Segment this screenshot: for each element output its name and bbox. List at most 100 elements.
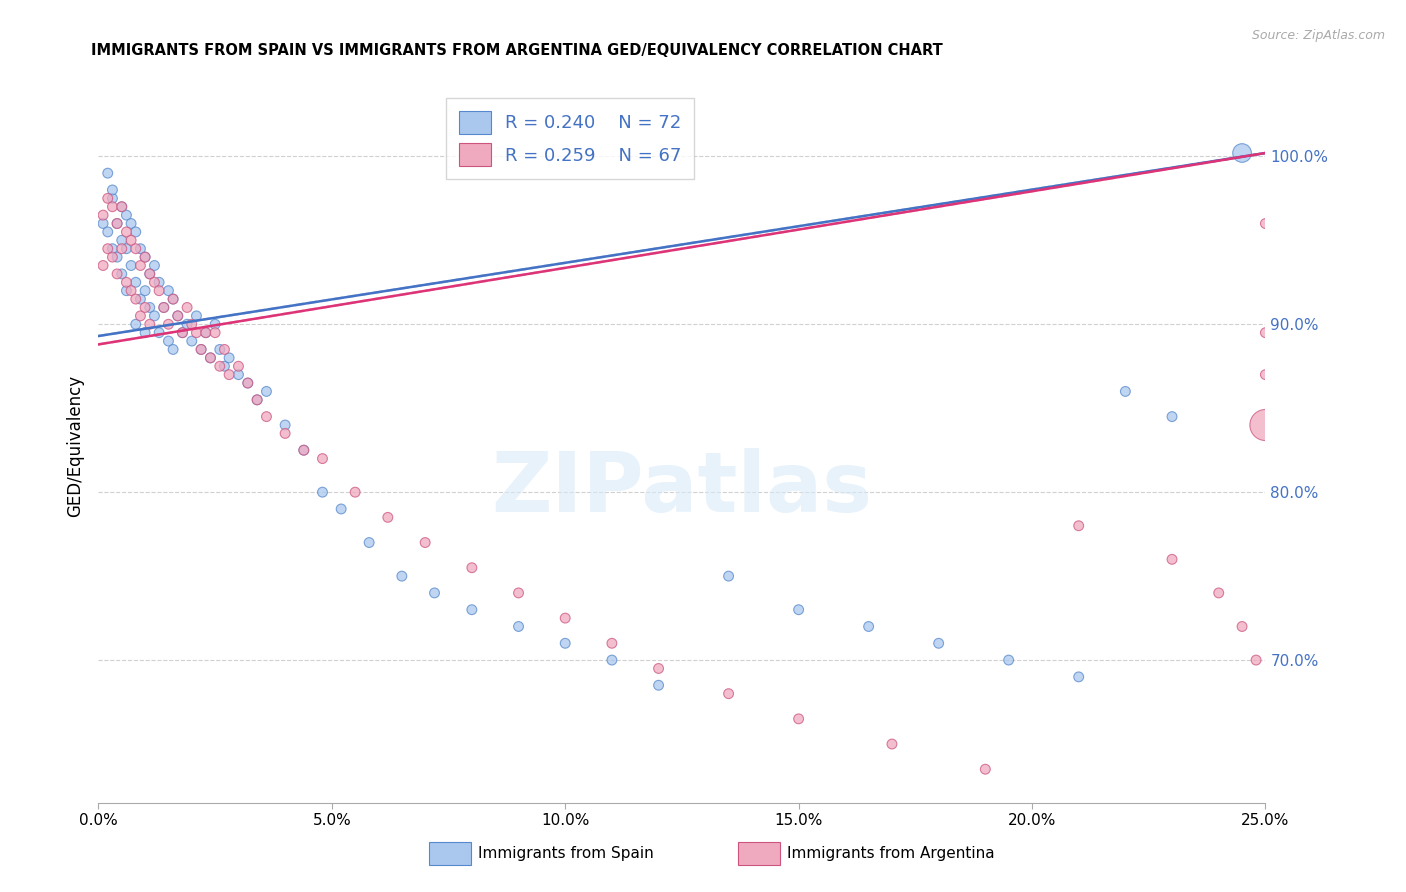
Point [186, 326, 208, 340]
Point [91, 259, 114, 273]
Text: Source: ZipAtlas.com: Source: ZipAtlas.com [1251, 29, 1385, 42]
Point [359, 535, 381, 549]
Point [129, 259, 152, 273]
Point [1254, 217, 1277, 231]
Point [120, 217, 142, 231]
Point [190, 343, 212, 357]
Point [162, 343, 184, 357]
Point [101, 183, 124, 197]
Point [246, 392, 269, 407]
Point [143, 309, 166, 323]
Point [180, 318, 202, 332]
Text: Immigrants from Spain: Immigrants from Spain [478, 847, 654, 861]
Point [204, 318, 226, 332]
Legend: R = 0.240    N = 72, R = 0.259    N = 67: R = 0.240 N = 72, R = 0.259 N = 67 [446, 98, 695, 179]
Point [974, 762, 997, 776]
Point [115, 275, 138, 289]
Point [256, 384, 278, 399]
Point [880, 737, 903, 751]
Point [120, 284, 142, 298]
Point [1114, 384, 1136, 399]
Point [111, 200, 134, 214]
Point [554, 636, 576, 650]
Point [162, 292, 184, 306]
Point [194, 326, 217, 340]
Point [423, 586, 446, 600]
Point [787, 603, 810, 617]
Point [311, 451, 333, 466]
Point [413, 535, 436, 549]
Point [152, 301, 174, 315]
Point [246, 392, 269, 407]
Point [292, 443, 315, 458]
Point [129, 242, 152, 256]
Text: ZIPatlas: ZIPatlas [492, 449, 872, 529]
Point [190, 343, 212, 357]
Point [125, 292, 148, 306]
Point [166, 309, 188, 323]
Point [97, 225, 120, 239]
Point [214, 343, 236, 357]
Point [120, 233, 142, 247]
Point [166, 309, 188, 323]
Point [236, 376, 259, 390]
Text: IMMIGRANTS FROM SPAIN VS IMMIGRANTS FROM ARGENTINA GED/EQUIVALENCY CORRELATION C: IMMIGRANTS FROM SPAIN VS IMMIGRANTS FROM… [91, 43, 943, 58]
Point [508, 586, 530, 600]
Point [647, 661, 669, 675]
Point [1230, 619, 1253, 633]
Point [194, 326, 217, 340]
Point [139, 301, 162, 315]
Point [1254, 368, 1277, 382]
Point [105, 217, 128, 231]
Point [1161, 552, 1184, 566]
Point [91, 208, 114, 222]
Point [101, 191, 124, 205]
Point [218, 368, 240, 382]
Point [129, 309, 152, 323]
Point [134, 301, 156, 315]
Point [717, 569, 740, 583]
Point [787, 712, 810, 726]
Point [208, 343, 231, 357]
Point [311, 485, 333, 500]
Point [115, 225, 138, 239]
Point [172, 326, 194, 340]
Point [101, 200, 124, 214]
Point [157, 318, 180, 332]
Point [508, 619, 530, 633]
Point [148, 326, 170, 340]
Point [1208, 586, 1230, 600]
Point [172, 326, 194, 340]
Point [717, 687, 740, 701]
Point [600, 636, 623, 650]
Point [157, 334, 180, 348]
Point [162, 292, 184, 306]
Point [129, 292, 152, 306]
Point [134, 326, 156, 340]
Point [101, 250, 124, 264]
Point [1254, 417, 1277, 432]
Point [461, 560, 484, 574]
Point [461, 603, 484, 617]
Point [180, 334, 202, 348]
Point [204, 326, 226, 340]
Point [111, 242, 134, 256]
Point [97, 242, 120, 256]
Point [186, 309, 208, 323]
Point [600, 653, 623, 667]
Point [115, 208, 138, 222]
Point [377, 510, 399, 524]
Point [111, 267, 134, 281]
Point [152, 301, 174, 315]
Point [101, 242, 124, 256]
Y-axis label: GED/Equivalency: GED/Equivalency [66, 375, 84, 517]
Point [647, 678, 669, 692]
Point [111, 200, 134, 214]
Point [1230, 146, 1253, 161]
Point [274, 426, 297, 441]
Point [1161, 409, 1184, 424]
Point [997, 653, 1019, 667]
Point [125, 318, 148, 332]
Point [134, 250, 156, 264]
Point [115, 242, 138, 256]
